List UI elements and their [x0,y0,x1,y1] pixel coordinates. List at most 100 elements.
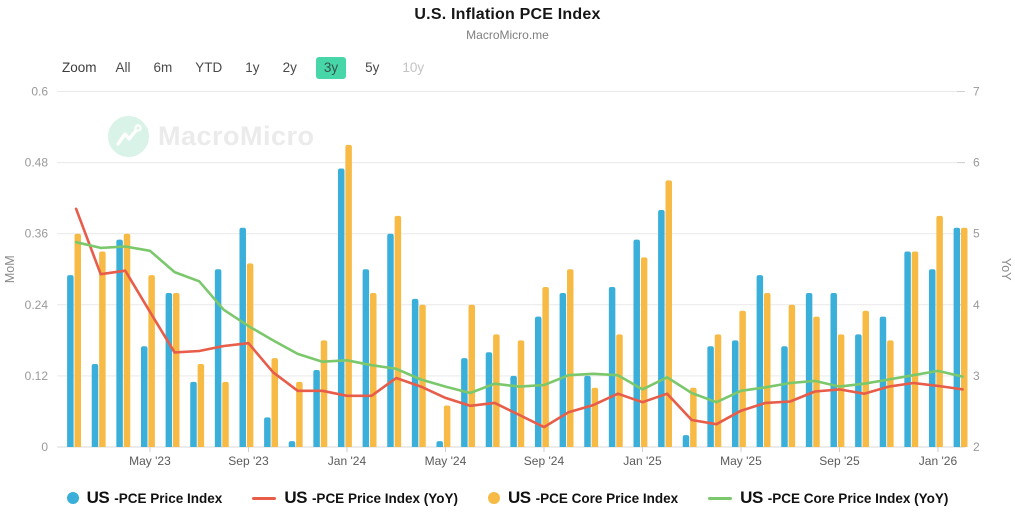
left-axis-tick-label: 0.6 [31,85,48,99]
pce-yoy-line[interactable] [74,207,964,429]
core-pce-mom-bar[interactable] [271,358,279,447]
legend-label-text: -PCE Core Price Index (YoY) [767,491,949,506]
pce-mom-bar[interactable] [904,251,911,447]
core-pce-mom-bar[interactable] [764,292,771,447]
core-pce-mom-bar[interactable] [887,340,894,447]
pce-mom-bar[interactable] [214,269,222,447]
pce-mom-bar[interactable] [190,381,197,447]
right-axis-tick-label: 7 [973,85,980,99]
pce-mom-bar[interactable] [313,369,320,447]
legend-label-brand: US [507,488,531,507]
pce-mom-bar[interactable] [559,292,567,447]
pce-mom-bar[interactable] [682,435,690,447]
pce-mom-bar[interactable] [337,168,345,447]
pce-mom-bar[interactable] [707,346,714,447]
pce-mom-bar[interactable] [633,239,640,447]
legend-dash-marker [708,496,733,500]
pce-mom-bar[interactable] [362,269,370,447]
x-axis-tick-label: Jan '26 [919,454,958,468]
core-pce-mom-bar[interactable] [788,304,796,447]
zoom-range-button-6m[interactable]: 6m [153,60,173,75]
core-pce-mom-bar[interactable] [123,233,131,447]
pce-mom-bar[interactable] [928,269,936,447]
zoom-range-button-all[interactable]: All [115,60,131,75]
pce-mom-bar[interactable] [67,275,74,447]
core-pce-mom-bar[interactable] [197,364,205,447]
core-pce-mom-bar[interactable] [345,144,352,447]
zoom-range-button-5y[interactable]: 5y [365,60,380,75]
pce-mom-bar[interactable] [608,287,616,447]
pce-mom-bar[interactable] [830,292,837,447]
zoom-range-button-2y[interactable]: 2y [282,60,297,75]
x-axis-tick-label: May '23 [129,454,171,468]
core-pce-mom-bar[interactable] [394,215,402,447]
zoom-range-button-1y[interactable]: 1y [245,60,260,75]
left-axis-tick-label: 0 [41,440,48,454]
chart-legend: US -PCE Price Index US -PCE Price Index (Yo… [0,488,1015,508]
legend-item-line-1[interactable]: US -PCE Price Index (YoY) [252,488,458,508]
pce-mom-bar[interactable] [953,227,961,447]
legend-label-text: -PCE Price Index [114,491,223,506]
core-pce-mom-bar[interactable] [616,334,623,447]
core-pce-yoy-line[interactable] [74,240,964,404]
right-axis-tick-label: 5 [973,227,980,241]
pce-mom-bar[interactable] [91,364,99,447]
pce-mom-bar[interactable] [485,352,493,447]
core-pce-mom-bar[interactable] [419,304,426,447]
core-pce-mom-bar[interactable] [591,387,599,447]
pce-mom-bar[interactable] [116,239,123,447]
core-pce-mom-bar[interactable] [370,292,377,447]
core-pce-mom-bar[interactable] [222,381,229,447]
pce-mom-bar[interactable] [165,292,173,447]
core-pce-mom-bar[interactable] [443,405,451,447]
pce-mom-bar[interactable] [879,316,887,447]
x-axis-tick-label: May '25 [720,454,762,468]
pce-mom-bar[interactable] [264,417,271,447]
pce-mom-bar[interactable] [288,441,296,447]
pce-mom-bar[interactable] [387,233,394,447]
core-pce-mom-bar[interactable] [148,275,155,447]
legend-item-bar-0[interactable]: US -PCE Price Index [66,488,223,508]
pce-mom-bar[interactable] [756,275,764,447]
pce-mom-bar[interactable] [436,441,443,447]
pce-mom-bar[interactable] [805,292,813,447]
core-pce-mom-bar[interactable] [320,340,328,447]
pce-mom-bar[interactable] [534,316,542,447]
core-pce-mom-bar[interactable] [74,233,82,447]
core-pce-mom-bar[interactable] [246,263,254,447]
pce-mom-bar[interactable] [140,346,148,447]
core-pce-mom-bar[interactable] [961,227,968,447]
legend-label: US -PCE Price Index (YoY) [284,488,458,508]
core-pce-mom-bar[interactable] [714,334,722,447]
legend-label-brand: US [86,488,110,507]
core-pce-mom-bar[interactable] [173,292,180,447]
core-pce-mom-bar[interactable] [567,269,574,447]
pce-mom-bar[interactable] [411,298,419,447]
core-pce-mom-bar[interactable] [517,340,525,447]
x-axis-tick-label: Sep '23 [228,454,269,468]
core-pce-mom-bar[interactable] [862,310,870,447]
core-pce-mom-bar[interactable] [468,304,476,447]
right-axis-tick-label: 6 [973,156,980,170]
pce-mom-bar[interactable] [855,334,862,447]
pce-mom-bar[interactable] [658,210,665,447]
pce-mom-bar[interactable] [781,346,788,447]
legend-dash-marker [252,496,277,500]
pce-mom-bar[interactable] [239,227,246,447]
core-pce-mom-bar[interactable] [690,387,697,447]
pce-mom-bar[interactable] [584,375,591,447]
core-pce-mom-bar[interactable] [493,334,500,447]
zoom-range-button-ytd[interactable]: YTD [195,60,223,75]
zoom-range-button-3y[interactable]: 3y [315,57,347,79]
core-pce-mom-bar[interactable] [936,215,943,447]
core-pce-mom-bar[interactable] [99,251,106,447]
core-pce-mom-bar[interactable] [640,257,648,447]
legend-item-line-3[interactable]: US -PCE Core Price Index (YoY) [708,488,948,508]
core-pce-mom-bar[interactable] [739,310,746,447]
core-pce-mom-bar[interactable] [911,251,919,447]
core-pce-mom-bar[interactable] [542,287,549,447]
core-pce-mom-bar[interactable] [296,381,303,447]
core-pce-mom-bar[interactable] [665,180,673,447]
pce-mom-bar[interactable] [461,358,468,447]
legend-item-bar-2[interactable]: US -PCE Core Price Index [487,488,678,508]
